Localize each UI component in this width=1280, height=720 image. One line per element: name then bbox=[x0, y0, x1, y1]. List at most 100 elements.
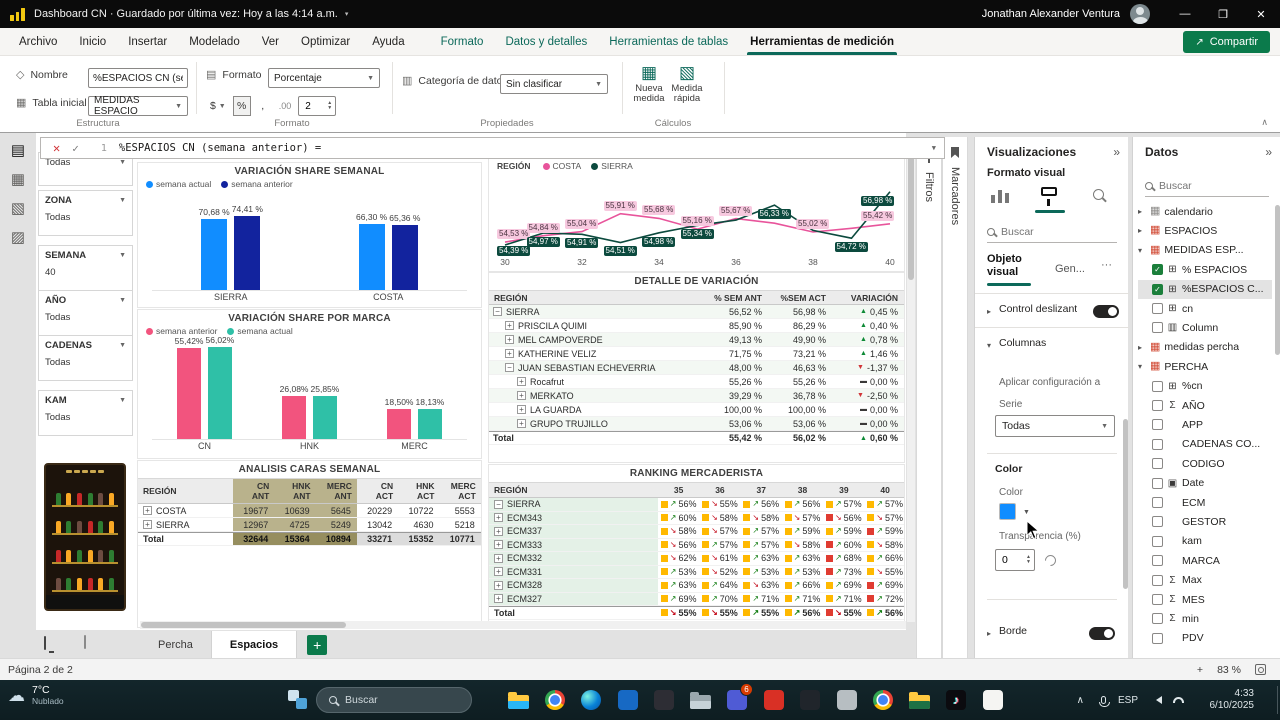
color-section-header[interactable]: Color bbox=[995, 463, 1023, 475]
data-field-app[interactable]: APP bbox=[1138, 415, 1272, 434]
transparency-stepper[interactable]: ▲▼ bbox=[995, 549, 1035, 571]
tab-objeto-visual[interactable]: Objeto visual bbox=[987, 253, 1022, 278]
collapse-icon[interactable]: − bbox=[493, 307, 502, 316]
folder-icon[interactable] bbox=[688, 687, 714, 713]
expand-icon[interactable]: + bbox=[494, 580, 503, 590]
report-view-icon[interactable]: ▤ bbox=[10, 142, 26, 159]
table-row[interactable]: + GRUPO TRUJILLO 53,06 % 53,06 % ▬ 0,00 % bbox=[489, 417, 904, 431]
slicer-kam[interactable]: KAM ▼ Todas bbox=[38, 390, 133, 436]
menu-item-optimizar[interactable]: Optimizar bbox=[301, 35, 351, 48]
decimals-stepper[interactable]: ▲▼ bbox=[298, 96, 337, 116]
tmdl-view-icon[interactable]: ▨ bbox=[10, 229, 26, 246]
quick-measure-button[interactable]: ▧ Medida rápida bbox=[671, 63, 703, 104]
model-view-icon[interactable]: ▧ bbox=[10, 200, 26, 217]
chevron-right-icon[interactable]: ▸ bbox=[1138, 207, 1143, 216]
expand-icon[interactable]: + bbox=[517, 405, 526, 414]
home-table-select[interactable]: MEDIDAS ESPACIO ▼ bbox=[88, 95, 188, 117]
browser-icon[interactable] bbox=[870, 687, 896, 713]
chevron-right-icon[interactable]: ▸ bbox=[1138, 226, 1143, 236]
data-field-mes[interactable]: Σ MES bbox=[1138, 590, 1272, 609]
field-checkbox[interactable] bbox=[1152, 613, 1163, 625]
expand-icon[interactable]: + bbox=[494, 513, 503, 523]
serie-select[interactable]: Todas ▼ bbox=[995, 415, 1115, 437]
visual-variacion-share-por-marca[interactable]: VARIACIÓN SHARE POR MARCA semana anterio… bbox=[137, 309, 482, 459]
field-checkbox[interactable] bbox=[1152, 477, 1163, 489]
section-slider[interactable]: Control deslizant... bbox=[999, 303, 1077, 315]
data-field-cadenas-co[interactable]: CADENAS CO... bbox=[1138, 435, 1272, 454]
field-checkbox[interactable] bbox=[1152, 303, 1163, 314]
expand-icon[interactable]: + bbox=[494, 540, 503, 550]
chevron-down-icon[interactable]: ▼ bbox=[119, 297, 126, 304]
field-checkbox[interactable] bbox=[1152, 458, 1163, 470]
data-field-max[interactable]: Σ Max bbox=[1138, 571, 1272, 590]
slicer-a-o[interactable]: AÑO ▼ Todas bbox=[38, 290, 133, 336]
chevron-down-icon[interactable]: ▾ bbox=[1138, 362, 1143, 372]
expand-formula-icon[interactable]: ▼ bbox=[931, 144, 936, 152]
more-options-icon[interactable]: ··· bbox=[1101, 259, 1112, 271]
formula-expression[interactable]: %ESPACIOS CN (semana anterior) = bbox=[118, 142, 322, 154]
page-tab-percha[interactable]: Percha bbox=[140, 631, 212, 658]
bar-sierra-semana-actual[interactable] bbox=[201, 219, 228, 290]
collapse-ribbon-icon[interactable]: ∧ bbox=[1261, 117, 1268, 127]
color-swatch[interactable] bbox=[999, 503, 1016, 520]
stepper-arrows-icon[interactable]: ▲ ▼ bbox=[1026, 554, 1031, 565]
category-select[interactable]: Sin clasificar ▼ bbox=[500, 74, 608, 94]
border-toggle[interactable] bbox=[1089, 627, 1115, 640]
field-checkbox[interactable] bbox=[1152, 322, 1163, 334]
table-row[interactable]: + ECM332 ↘ 62% ↘ 61% ↗ 63% ↗ 63% ↗ 68% ↗ 66% bbox=[489, 552, 904, 566]
analytics-icon[interactable] bbox=[1093, 189, 1104, 200]
field-checkbox[interactable] bbox=[1152, 574, 1163, 586]
table-row[interactable]: Total 32644 15364 10894 33271 15352 10771 bbox=[138, 532, 481, 546]
chevron-down-icon[interactable]: ▼ bbox=[119, 197, 126, 204]
collapse-icon[interactable]: − bbox=[505, 363, 514, 372]
gray-app-icon[interactable] bbox=[834, 687, 860, 713]
tiktok-icon[interactable]: ♪ bbox=[943, 687, 969, 713]
maximize-button[interactable]: ❐ bbox=[1218, 8, 1228, 21]
table-row[interactable]: + KATHERINE VELIZ 71,75 % 73,21 % ▲ 1,46 % bbox=[489, 347, 904, 361]
chevron-right-icon[interactable]: ▸ bbox=[1138, 342, 1143, 352]
bar-costa-semana-actual[interactable] bbox=[358, 224, 385, 290]
menu-item-inicio[interactable]: Inicio bbox=[79, 35, 107, 48]
bar-costa-semana-anterior[interactable] bbox=[391, 225, 418, 290]
build-visual-icon[interactable] bbox=[991, 187, 1009, 203]
visual-detalle-de-variacion[interactable]: DETALLE DE VARIACIÓN REGIÓN % SEM ANT %SEM… bbox=[488, 272, 905, 463]
thousands-button[interactable]: , bbox=[261, 100, 265, 112]
field-checkbox[interactable] bbox=[1152, 400, 1163, 411]
bar-hnk-semana-anterior[interactable] bbox=[282, 396, 307, 439]
table-row[interactable]: + SIERRA 12967 4725 5249 13042 4630 5218 bbox=[138, 518, 481, 532]
expand-icon[interactable]: + bbox=[505, 321, 514, 330]
legend-item-semana-actual[interactable]: semana actual bbox=[227, 326, 293, 336]
menu-item-ver[interactable]: Ver bbox=[261, 35, 279, 48]
teams-icon[interactable]: 6 bbox=[724, 683, 753, 713]
data-field-pdv[interactable]: PDV bbox=[1138, 629, 1272, 648]
tray-caret-icon[interactable]: ∧ bbox=[1076, 694, 1084, 706]
expand-icon[interactable]: + bbox=[143, 520, 152, 529]
reset-to-default-icon[interactable] bbox=[1042, 552, 1059, 569]
slicer-zona[interactable]: ZONA ▼ Todas bbox=[38, 190, 133, 236]
table-row[interactable]: + ECM331 ↗ 53% ↘ 52% ↗ 53% ↗ 53% ↗ 73% ↘ 55% bbox=[489, 565, 904, 579]
table-row[interactable]: Total 55,42 % 56,02 % ▲ 0,60 % bbox=[489, 431, 904, 445]
fit-to-page-icon[interactable] bbox=[1255, 664, 1266, 675]
slicer-cadenas[interactable]: CADENAS ▼ Todas bbox=[38, 335, 133, 381]
show-desktop-button[interactable] bbox=[1277, 686, 1280, 714]
data-field-marca[interactable]: MARCA bbox=[1138, 551, 1272, 570]
title-dropdown-icon[interactable]: ▾ bbox=[344, 11, 349, 18]
chevron-down-icon[interactable]: ▼ bbox=[119, 159, 126, 166]
table-view-icon[interactable]: ▦ bbox=[10, 171, 26, 188]
menu-item-datos-y-detalles[interactable]: Datos y detalles bbox=[505, 35, 588, 48]
data-field-date[interactable]: ▣ Date bbox=[1138, 474, 1272, 493]
desktop-view-icon[interactable] bbox=[44, 636, 46, 650]
data-field-cn[interactable]: ⊞ cn bbox=[1138, 299, 1272, 318]
field-checkbox[interactable] bbox=[1152, 555, 1163, 567]
table-row[interactable]: − JUAN SEBASTIAN ECHEVERRIA 48,00 % 46,63 %… bbox=[489, 361, 904, 375]
decimals-input[interactable] bbox=[299, 100, 328, 112]
menu-item-formato[interactable]: Formato bbox=[440, 35, 484, 48]
menu-item-archivo[interactable]: Archivo bbox=[19, 35, 58, 48]
data-field-espacios[interactable]: ✓ ⊞ % ESPACIOS bbox=[1138, 260, 1272, 279]
expand-icon[interactable]: + bbox=[143, 506, 152, 515]
search-input[interactable] bbox=[1159, 179, 1259, 192]
table-row[interactable]: + MEL CAMPOVERDE 49,13 % 49,90 % ▲ 0,78 % bbox=[489, 333, 904, 347]
excel-folder-icon[interactable] bbox=[907, 687, 933, 713]
file-explorer-icon[interactable] bbox=[505, 687, 531, 713]
red-app-icon[interactable] bbox=[761, 687, 787, 713]
